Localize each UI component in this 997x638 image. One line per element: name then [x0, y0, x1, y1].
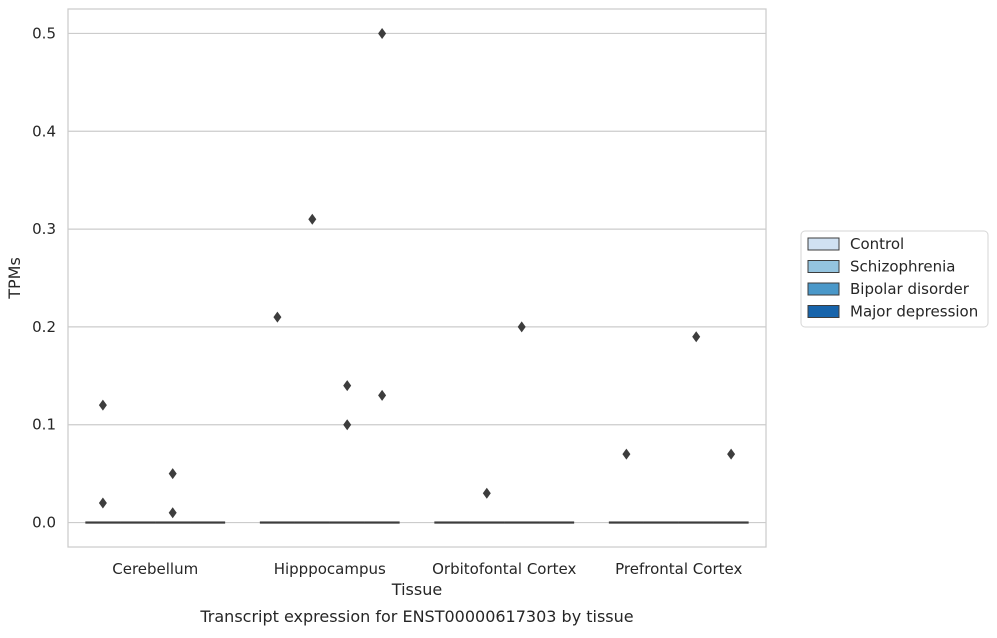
x-axis-ticks: Cerebellum Hipppocampus Orbitofontal Corte…	[112, 560, 742, 578]
legend-label-0: Control	[850, 235, 904, 253]
outlier-points	[98, 27, 736, 519]
outlier-3-0-0	[622, 448, 631, 460]
y-tick-label-1: 0.1	[32, 416, 56, 434]
y-axis-title: TPMs	[5, 257, 24, 300]
legend: Control Schizophrenia Bipolar disorder Majo…	[800, 230, 989, 328]
x-axis-title: Tissue	[391, 580, 442, 599]
legend-swatch-0	[807, 237, 840, 251]
outlier-1-0-0	[273, 311, 282, 323]
outlier-0-0-0	[98, 399, 107, 411]
legend-frame	[800, 230, 989, 328]
legend-label-3: Major depression	[850, 303, 978, 321]
y-axis-ticks: 0.0 0.1 0.2 0.3 0.4 0.5	[32, 24, 56, 531]
legend-swatch-3	[807, 305, 840, 318]
y-tick-label-2: 0.2	[32, 318, 56, 336]
outlier-1-2-1	[343, 419, 352, 431]
outlier-0-2-0	[168, 468, 177, 480]
outlier-3-3-0	[727, 448, 736, 460]
outlier-2-2-0	[517, 321, 526, 333]
y-tick-label-4: 0.4	[32, 122, 56, 140]
legend-label-2: Bipolar disorder	[850, 280, 970, 298]
outlier-2-1-0	[482, 487, 491, 499]
outlier-3-2-0	[692, 331, 701, 343]
y-tick-label-5: 0.5	[32, 24, 56, 42]
outlier-0-2-1	[168, 507, 177, 519]
y-tick-label-0: 0.0	[32, 514, 56, 532]
x-tick-label-2: Orbitofontal Cortex	[432, 560, 576, 578]
legend-swatch-2	[807, 282, 840, 296]
x-tick-label-0: Cerebellum	[112, 560, 198, 578]
outlier-1-3-0	[378, 27, 387, 39]
chart-caption: Transcript expression for ENST0000061730…	[199, 607, 633, 626]
plot-frame	[67, 8, 767, 548]
x-tick-label-1: Hipppocampus	[274, 560, 386, 578]
boxes	[85, 521, 749, 524]
outlier-1-1-0	[308, 213, 317, 225]
outlier-1-2-0	[343, 380, 352, 392]
legend-swatch-1	[807, 260, 840, 273]
y-tick-label-3: 0.3	[32, 220, 56, 238]
legend-label-1: Schizophrenia	[850, 258, 955, 276]
outlier-0-0-1	[98, 497, 107, 509]
grid-lines	[68, 32, 766, 524]
outlier-1-3-1	[378, 389, 387, 401]
x-tick-label-3: Prefrontal Cortex	[615, 560, 742, 578]
